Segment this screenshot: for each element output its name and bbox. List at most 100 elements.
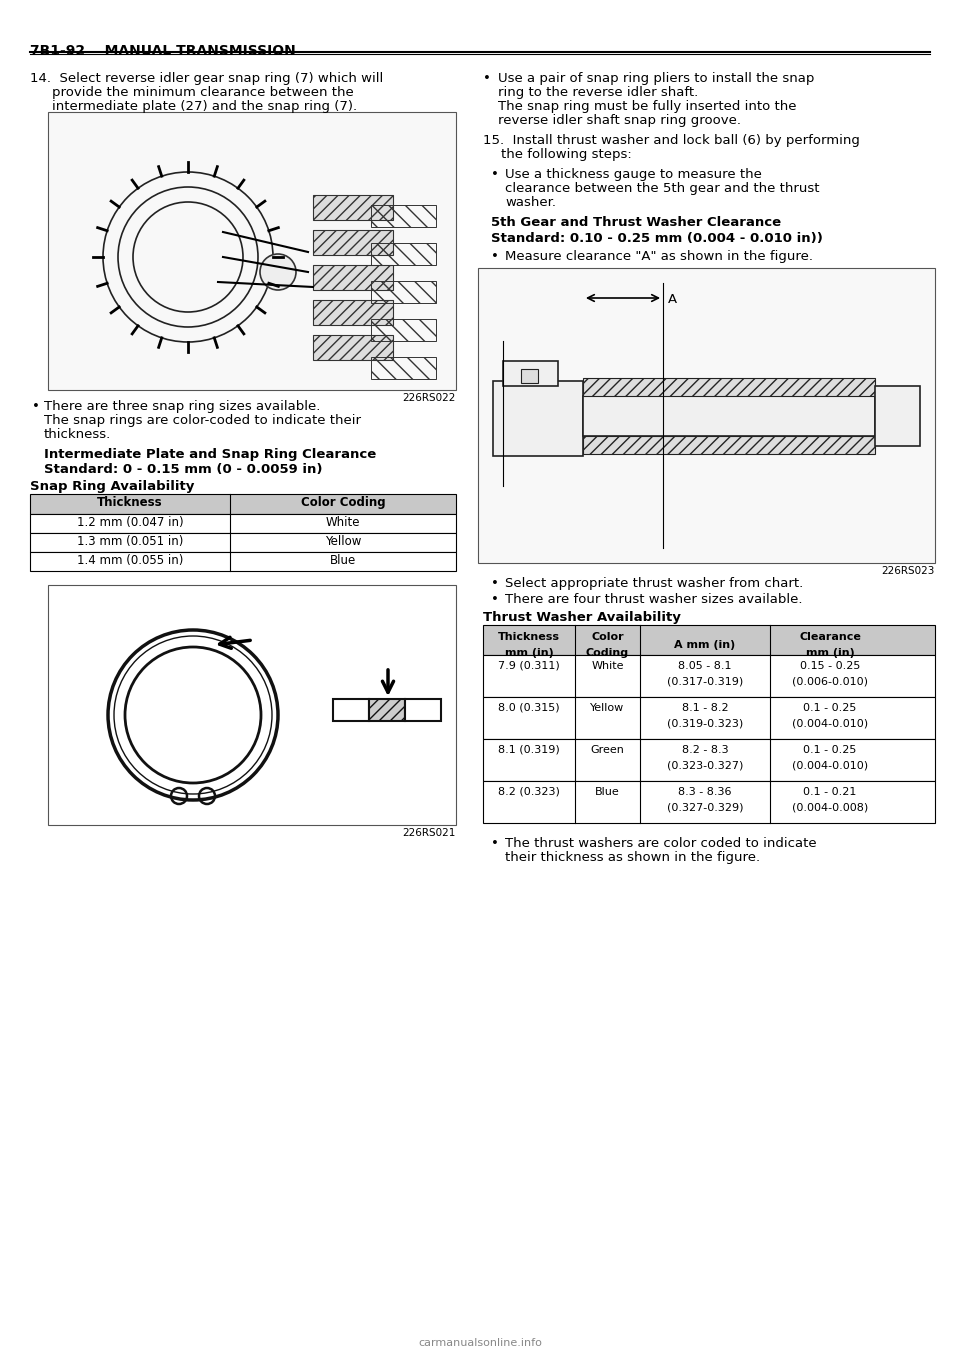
Text: (0.319-0.323): (0.319-0.323) (667, 718, 743, 729)
Text: their thickness as shown in the figure.: their thickness as shown in the figure. (505, 851, 760, 864)
Text: 7.9 (0.311): 7.9 (0.311) (498, 661, 560, 671)
Bar (313, 230, 393, 255)
Text: ring to the reverse idler shaft.: ring to the reverse idler shaft. (498, 86, 698, 99)
Text: the following steps:: the following steps: (501, 148, 632, 162)
Text: (0.327-0.329): (0.327-0.329) (667, 803, 743, 813)
Text: 15.  Install thrust washer and lock ball (6) by performing: 15. Install thrust washer and lock ball … (483, 134, 860, 147)
Text: 8.2 (0.323): 8.2 (0.323) (498, 788, 560, 797)
Text: •: • (491, 168, 499, 181)
Text: Green: Green (590, 746, 624, 755)
Bar (583, 436, 875, 454)
Text: carmanualsonline.info: carmanualsonline.info (418, 1338, 542, 1348)
Text: 1.3 mm (0.051 in): 1.3 mm (0.051 in) (77, 535, 183, 549)
Bar (371, 357, 436, 379)
Bar (371, 319, 436, 341)
Bar (583, 378, 875, 395)
Text: 0.15 - 0.25: 0.15 - 0.25 (800, 661, 860, 671)
Text: Thrust Washer Availability: Thrust Washer Availability (483, 611, 681, 623)
Text: 0.1 - 0.25: 0.1 - 0.25 (804, 746, 856, 755)
Text: (0.323-0.327): (0.323-0.327) (667, 760, 743, 771)
Bar (493, 380, 583, 455)
Bar (405, 699, 441, 721)
Text: A mm (in): A mm (in) (674, 640, 735, 650)
Bar (583, 395, 875, 436)
Bar (483, 781, 935, 823)
Text: Color: Color (591, 633, 624, 642)
Bar (371, 281, 436, 303)
Text: (0.004-0.010): (0.004-0.010) (792, 718, 868, 729)
Bar (30, 551, 456, 570)
Bar (30, 513, 456, 532)
Text: Thickness: Thickness (97, 496, 163, 509)
Text: 8.2 - 8.3: 8.2 - 8.3 (682, 746, 729, 755)
Text: 1.2 mm (0.047 in): 1.2 mm (0.047 in) (77, 516, 183, 530)
Text: The thrust washers are color coded to indicate: The thrust washers are color coded to in… (505, 837, 817, 850)
Text: •: • (483, 72, 491, 86)
Text: 8.0 (0.315): 8.0 (0.315) (498, 703, 560, 713)
Text: 226RS023: 226RS023 (881, 566, 935, 576)
Text: 8.1 - 8.2: 8.1 - 8.2 (682, 703, 729, 713)
Text: Measure clearance "A" as shown in the figure.: Measure clearance "A" as shown in the fi… (505, 250, 813, 263)
Text: Color Coding: Color Coding (300, 496, 385, 509)
Bar (313, 265, 393, 291)
Text: (0.006-0.010): (0.006-0.010) (792, 678, 868, 687)
Bar (48, 111, 456, 390)
Text: Yellow: Yellow (324, 535, 361, 549)
Bar (30, 532, 456, 551)
Text: The snap ring must be fully inserted into the: The snap ring must be fully inserted int… (498, 100, 797, 113)
Bar (313, 300, 393, 325)
Text: Use a thickness gauge to measure the: Use a thickness gauge to measure the (505, 168, 762, 181)
Text: 226RS021: 226RS021 (402, 828, 456, 838)
Text: 1.4 mm (0.055 in): 1.4 mm (0.055 in) (77, 554, 183, 568)
Bar (313, 196, 393, 220)
Bar (371, 243, 436, 265)
Text: Coding: Coding (586, 648, 629, 657)
Text: There are three snap ring sizes available.: There are three snap ring sizes availabl… (44, 401, 321, 413)
Bar (503, 360, 558, 386)
Text: •: • (491, 250, 499, 263)
Text: thickness.: thickness. (44, 428, 111, 441)
Text: 7B1-92    MANUAL TRANSMISSION: 7B1-92 MANUAL TRANSMISSION (30, 43, 296, 58)
Bar (369, 699, 405, 721)
Text: 8.05 - 8.1: 8.05 - 8.1 (679, 661, 732, 671)
Text: clearance between the 5th gear and the thrust: clearance between the 5th gear and the t… (505, 182, 820, 196)
Text: (0.004-0.008): (0.004-0.008) (792, 803, 868, 813)
Bar (483, 655, 935, 697)
Text: reverse idler shaft snap ring groove.: reverse idler shaft snap ring groove. (498, 114, 741, 128)
Text: •: • (491, 837, 499, 850)
Text: 14.  Select reverse idler gear snap ring (7) which will: 14. Select reverse idler gear snap ring … (30, 72, 383, 86)
Text: The snap rings are color-coded to indicate their: The snap rings are color-coded to indica… (44, 414, 361, 426)
Text: Snap Ring Availability: Snap Ring Availability (30, 479, 194, 493)
Bar (371, 205, 436, 227)
Text: intermediate plate (27) and the snap ring (7).: intermediate plate (27) and the snap rin… (52, 100, 357, 113)
Text: Thickness: Thickness (498, 633, 560, 642)
Text: Yellow: Yellow (590, 703, 625, 713)
Text: mm (in): mm (in) (505, 648, 553, 657)
Text: Standard: 0.10 - 0.25 mm (0.004 - 0.010 in)): Standard: 0.10 - 0.25 mm (0.004 - 0.010 … (491, 232, 823, 244)
Text: Blue: Blue (595, 788, 620, 797)
Text: White: White (325, 516, 360, 530)
Text: Select appropriate thrust washer from chart.: Select appropriate thrust washer from ch… (505, 577, 804, 589)
Text: A: A (668, 293, 677, 306)
Bar (478, 268, 935, 564)
Text: There are four thrust washer sizes available.: There are four thrust washer sizes avail… (505, 593, 803, 606)
Text: •: • (32, 401, 40, 413)
Text: Clearance: Clearance (799, 633, 861, 642)
Text: Intermediate Plate and Snap Ring Clearance: Intermediate Plate and Snap Ring Clearan… (44, 448, 376, 460)
Text: 0.1 - 0.25: 0.1 - 0.25 (804, 703, 856, 713)
Text: White: White (591, 661, 624, 671)
Text: 5th Gear and Thrust Washer Clearance: 5th Gear and Thrust Washer Clearance (491, 216, 781, 230)
Bar (875, 386, 920, 445)
Text: 0.1 - 0.21: 0.1 - 0.21 (804, 788, 856, 797)
Text: Standard: 0 - 0.15 mm (0 - 0.0059 in): Standard: 0 - 0.15 mm (0 - 0.0059 in) (44, 463, 323, 477)
Text: provide the minimum clearance between the: provide the minimum clearance between th… (52, 86, 353, 99)
Text: 8.1 (0.319): 8.1 (0.319) (498, 746, 560, 755)
Text: Use a pair of snap ring pliers to install the snap: Use a pair of snap ring pliers to instal… (498, 72, 814, 86)
Bar (483, 739, 935, 781)
Text: •: • (491, 593, 499, 606)
Text: 226RS022: 226RS022 (402, 392, 456, 403)
Text: (0.317-0.319): (0.317-0.319) (667, 678, 743, 687)
Bar (333, 699, 369, 721)
Text: 8.3 - 8.36: 8.3 - 8.36 (679, 788, 732, 797)
Bar (48, 585, 456, 826)
